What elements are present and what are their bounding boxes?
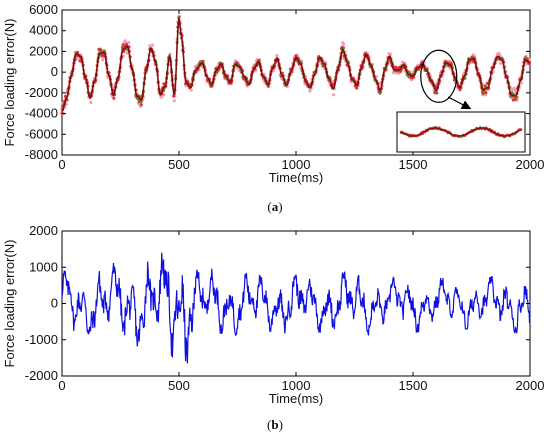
pink-dot bbox=[332, 93, 336, 97]
y-tick-label: 6000 bbox=[29, 2, 58, 17]
pink-dot bbox=[483, 93, 487, 97]
x-tick-label: 0 bbox=[58, 378, 65, 393]
y-tick-label: -1000 bbox=[25, 332, 58, 347]
pink-dot bbox=[388, 52, 393, 56]
red-dot bbox=[266, 84, 270, 88]
y-tick-label: -4000 bbox=[25, 106, 58, 121]
red-dot bbox=[484, 91, 488, 95]
pink-dot bbox=[101, 58, 105, 62]
pink-dot bbox=[123, 39, 127, 43]
red-dot bbox=[355, 86, 359, 90]
x-tick-label: 0 bbox=[58, 157, 65, 172]
x-tick-label: 1000 bbox=[282, 157, 311, 172]
pink-dot bbox=[189, 88, 193, 92]
pink-dot bbox=[341, 42, 346, 46]
y-tick-label: -6000 bbox=[25, 126, 58, 141]
x-tick-label: 2000 bbox=[516, 157, 545, 172]
y-tick-label: 2000 bbox=[29, 223, 58, 238]
panel-a-caption: (a) bbox=[267, 199, 282, 214]
zoom-arrow bbox=[447, 96, 472, 110]
x-tick-label: 2000 bbox=[516, 378, 545, 393]
green-dot bbox=[378, 92, 382, 95]
panel-b-x-ticks: 0 500 1000 1500 2000 bbox=[58, 231, 544, 393]
panel-a-x-ticks: 0 500 1000 1500 2000 bbox=[58, 10, 544, 172]
y-tick-label: 0 bbox=[51, 64, 58, 79]
red-dot bbox=[162, 82, 166, 86]
x-tick-label: 500 bbox=[168, 378, 190, 393]
red-dot bbox=[101, 54, 105, 58]
red-dot bbox=[139, 103, 143, 107]
red-dot bbox=[125, 43, 129, 46]
green-dot bbox=[140, 100, 143, 104]
pink-dot bbox=[89, 101, 93, 105]
x-tick-label: 500 bbox=[168, 157, 190, 172]
y-tick-label: 4000 bbox=[29, 23, 58, 38]
x-tick-label: 1500 bbox=[399, 157, 428, 172]
inset-frame bbox=[396, 111, 526, 153]
y-tick-label: -8000 bbox=[25, 147, 58, 162]
green-dot bbox=[482, 90, 486, 93]
pink-dot bbox=[172, 99, 176, 103]
pink-dot bbox=[151, 43, 155, 47]
panel-b-y-ticks: -2000 -1000 0 1000 2000 bbox=[25, 223, 530, 383]
red-dot bbox=[112, 96, 116, 100]
x-tick-label: 1000 bbox=[282, 378, 311, 393]
red-dot bbox=[257, 58, 261, 62]
panel-b-caption: (b) bbox=[267, 417, 283, 432]
y-tick-label: 0 bbox=[51, 296, 58, 311]
panel-b: 0 500 1000 1500 2000 -2000 -1000 0 1000 2000 Tim… bbox=[2, 223, 544, 432]
panel-a-y-axis-label: Force loading error(N) bbox=[2, 19, 17, 147]
panel-a-x-axis-label: Time(ms) bbox=[269, 170, 323, 185]
red-dot bbox=[485, 81, 489, 85]
panel-a-y-ticks: -8000 -6000 -4000 -2000 0 2000 4000 6000 bbox=[25, 2, 530, 162]
pink-dot bbox=[275, 54, 279, 58]
panel-a-fitted-line bbox=[61, 18, 531, 112]
panel-b-y-axis-label: Force loading error(N) bbox=[2, 240, 17, 368]
panel-a-inset bbox=[396, 111, 526, 153]
inset-line bbox=[400, 127, 522, 137]
y-tick-label: 1000 bbox=[29, 259, 58, 274]
zoom-circle bbox=[420, 49, 458, 103]
panel-b-x-axis-label: Time(ms) bbox=[269, 391, 323, 406]
pink-dot bbox=[148, 44, 152, 48]
pink-dot bbox=[127, 40, 131, 45]
y-tick-label: -2000 bbox=[25, 85, 58, 100]
pink-dot bbox=[160, 95, 164, 99]
red-dot bbox=[172, 94, 176, 98]
pink-dot bbox=[125, 51, 129, 55]
panel-b-error-line bbox=[61, 252, 531, 364]
panel-a: 0 500 1000 1500 2000 -8000 -6000 -4000 -2000 0 20… bbox=[2, 2, 544, 214]
y-tick-label: -2000 bbox=[25, 368, 58, 383]
red-dot bbox=[137, 100, 141, 104]
x-tick-label: 1500 bbox=[399, 378, 428, 393]
y-tick-label: 2000 bbox=[29, 43, 58, 58]
